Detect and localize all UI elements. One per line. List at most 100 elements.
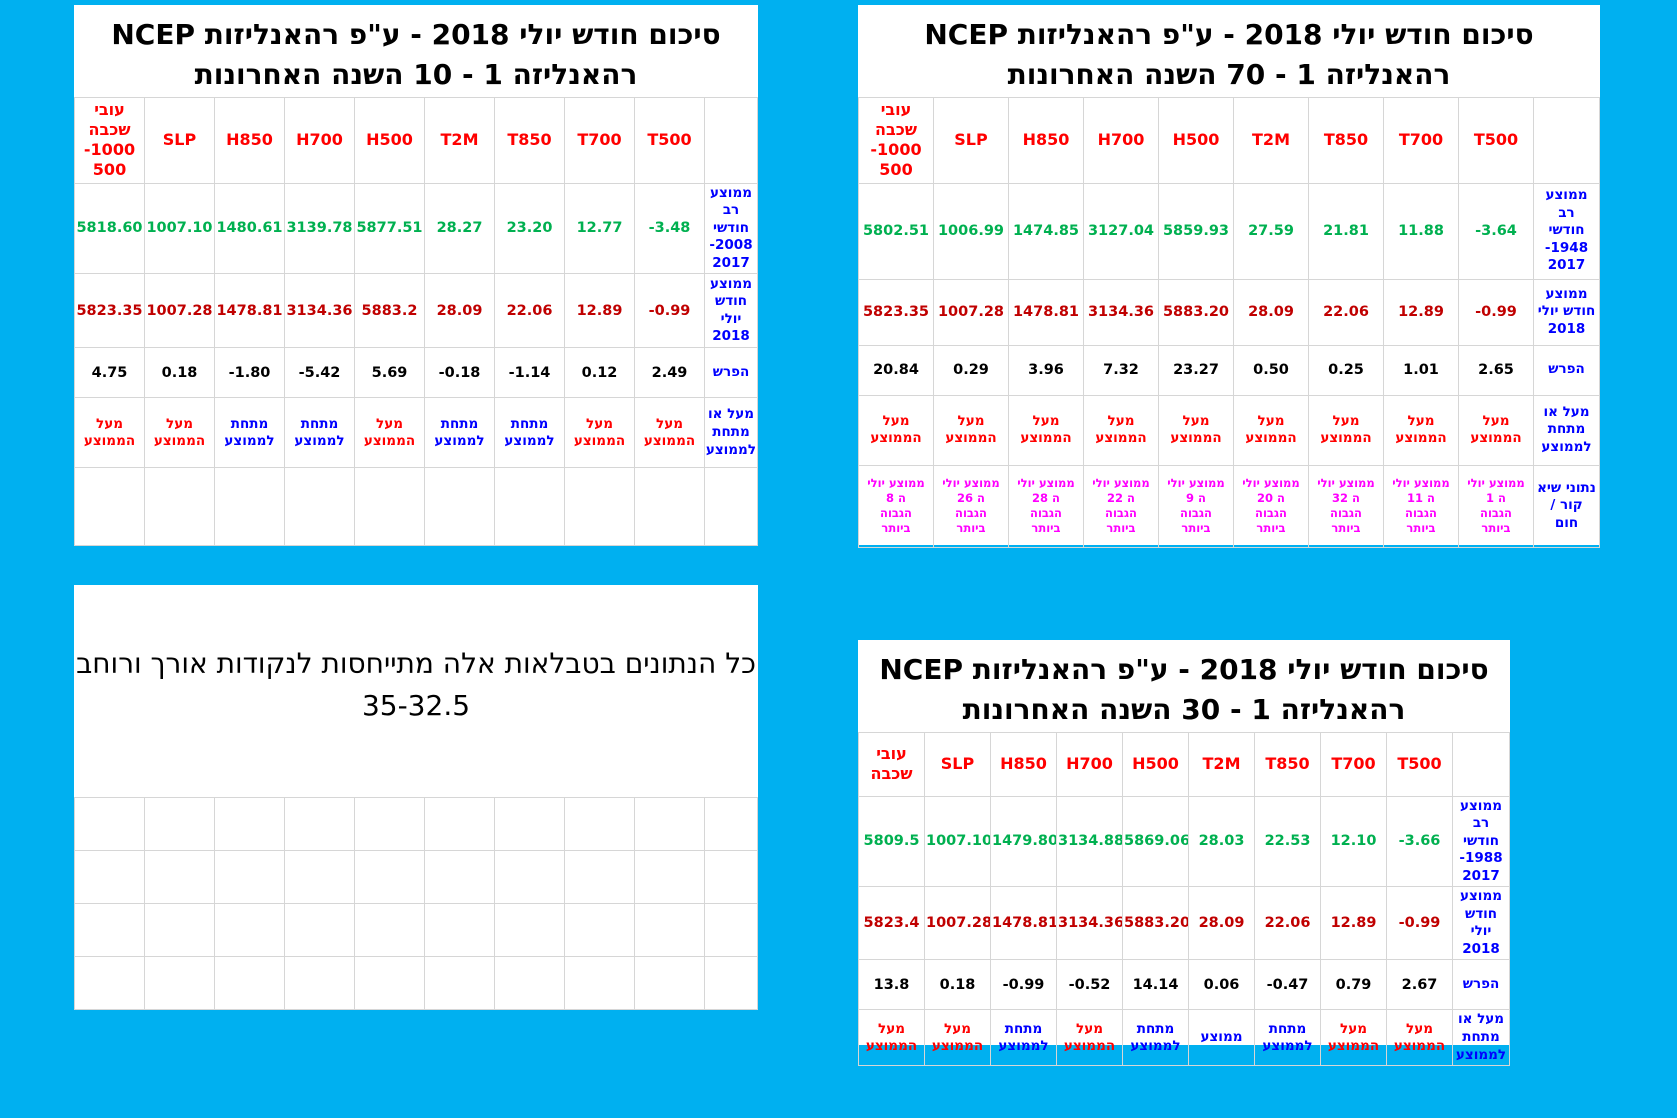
data-cell: 28.09 [424, 273, 495, 349]
column-header-cell: T2M [1233, 96, 1309, 184]
data-cell [74, 467, 145, 547]
data-cell: ממוצע יולי ה 28 הגבוה ביותר [1008, 464, 1084, 548]
data-cell: 3134.88 [1056, 795, 1123, 888]
panel-title-line-2: רהאנליזה 1 - 30 השנה האחרונות [962, 692, 1406, 726]
column-header-cell: T500 [634, 96, 705, 184]
data-cell [354, 797, 425, 851]
data-cell: 5818.60 [74, 182, 145, 275]
data-cell: 28.09 [1233, 278, 1309, 346]
table-row: 20.84 0.29 3.96 7.32 23.27 0.50 0.25 1.01 2.65 הפ… [858, 344, 1600, 396]
panel-ncep-last-10-years: סיכום חודש יולי 2018 - ע"פ רהאנליזות NCE… [74, 5, 758, 547]
data-cell [214, 903, 285, 957]
data-cell [144, 467, 215, 547]
data-cell: ממוצע יולי ה 20 הגבוה ביותר [1233, 464, 1309, 548]
data-cell: 1478.81 [214, 273, 285, 349]
data-cell: 1007.28 [144, 273, 215, 349]
data-cell: 4.75 [74, 347, 145, 399]
data-cell: 0.50 [1233, 344, 1309, 396]
table-row: 4.75 0.18 -1.80 -5.42 5.69 -0.18 -1.14 0.12 2.49… [74, 347, 758, 399]
data-cell [634, 797, 705, 851]
data-cell: מעל הממוצע [933, 394, 1009, 466]
row-label-cell [704, 850, 758, 904]
data-cell [494, 797, 565, 851]
data-cell: -5.42 [284, 347, 355, 399]
data-cell: 1006.99 [933, 182, 1009, 280]
column-header-cell: T850 [494, 96, 565, 184]
data-cell: 1479.80 [990, 795, 1057, 888]
data-cell: מעל הממוצע [1458, 394, 1534, 466]
column-header-cell: עובי שכבה ‪-1000‬ 500 [74, 96, 145, 184]
row-label-cell: ממוצע חודש יולי 2018 [1533, 278, 1600, 346]
table-row: 5823.35 1007.28 1478.81 3134.36 5883.2 28.09 2… [74, 273, 758, 349]
data-cell: 1007.10 [144, 182, 215, 275]
column-header-cell [1533, 96, 1600, 184]
data-cell: 5883.2 [354, 273, 425, 349]
table-row [74, 797, 758, 851]
data-cell: 1478.81 [990, 886, 1057, 961]
data-cell [284, 956, 355, 1010]
data-cell: מעל הממוצע [858, 1009, 925, 1067]
data-cell: -0.99 [1386, 886, 1453, 961]
data-cell: מעל הממוצע [1383, 394, 1459, 466]
data-cell [284, 850, 355, 904]
data-cell [564, 903, 635, 957]
data-cell [354, 956, 425, 1010]
data-cell: 7.32 [1083, 344, 1159, 396]
table-header-row: עובי שכבה SLP H850 H700 H500 T2M T850 T700 T500 [858, 731, 1510, 797]
data-cell: 5809.5 [858, 795, 925, 888]
row-label-cell: נתוני שיא קור / חום [1533, 464, 1600, 548]
column-header-cell: T500 [1386, 731, 1453, 797]
summary-table-last-70-years: עובי שכבה ‪-1000‬ 500 SLP H850 H700 H500 T2M T… [858, 96, 1600, 548]
data-cell: ממוצע יולי ה 22 הגבוה ביותר [1083, 464, 1159, 548]
panel-title-line-2: רהאנליזה 1 - 70 השנה האחרונות [1007, 57, 1451, 91]
panel-title-line-1: סיכום חודש יולי 2018 - ע"פ רהאנליזות NCE… [879, 653, 1489, 686]
data-cell: ממוצע יולי ה 8 הגבוה ביותר [858, 464, 934, 548]
data-cell: 1474.85 [1008, 182, 1084, 280]
table-row: מעל הממוצע מעל הממוצע מתחת לממוצע מתחת לממו… [74, 397, 758, 469]
data-cell: 12.10 [1320, 795, 1387, 888]
data-cell [424, 903, 495, 957]
data-cell: 20.84 [858, 344, 934, 396]
panel-ncep-last-30-years: סיכום חודש יולי 2018 - ע"פ רהאנליזות NCE… [858, 640, 1510, 1067]
data-cell: -0.47 [1254, 959, 1321, 1011]
data-cell: 23.20 [494, 182, 565, 275]
column-header-cell: H850 [990, 731, 1057, 797]
data-cell [284, 797, 355, 851]
data-cell: מתחת לממוצע [990, 1009, 1057, 1067]
note-text-line-2: 35-32.5 [361, 689, 471, 722]
data-cell: מעל הממוצע [1308, 394, 1384, 466]
data-cell: 2.65 [1458, 344, 1534, 396]
column-header-cell: T500 [1458, 96, 1534, 184]
data-cell: 1480.61 [214, 182, 285, 275]
note-text-line-1: כל הנתונים בטבלאות אלה מתייחסות לנקודות … [76, 647, 756, 680]
column-header-cell: H700 [1083, 96, 1159, 184]
data-cell [74, 797, 145, 851]
table-row: 5809.5 1007.10 1479.80 3134.88 5869.06 28.03 2… [858, 795, 1510, 888]
column-header-cell: H500 [354, 96, 425, 184]
data-cell: מעל הממוצע [1158, 394, 1234, 466]
summary-table-last-10-years: עובי שכבה ‪-1000‬ 500 SLP H850 H700 H500 T2M T… [74, 96, 758, 547]
data-cell [564, 467, 635, 547]
data-cell: 28.27 [424, 182, 495, 275]
column-header-cell: עובי שכבה [858, 731, 925, 797]
data-cell [284, 903, 355, 957]
data-cell [74, 850, 145, 904]
table-row: 5823.4 1007.28 1478.81 3134.36 5883.20 28.09 2… [858, 886, 1510, 961]
data-cell: -3.66 [1386, 795, 1453, 888]
data-cell [634, 956, 705, 1010]
data-cell [214, 467, 285, 547]
data-cell: 5859.93 [1158, 182, 1234, 280]
row-label-cell: ממוצע חודש יולי 2018 [1452, 886, 1510, 961]
data-cell: -0.99 [634, 273, 705, 349]
data-cell [144, 956, 215, 1010]
data-cell: 21.81 [1308, 182, 1384, 280]
column-header-cell [704, 96, 758, 184]
row-label-cell: הפרש [1533, 344, 1600, 396]
data-cell: 12.77 [564, 182, 635, 275]
data-cell: מעל הממוצע [1386, 1009, 1453, 1067]
data-cell: 22.06 [494, 273, 565, 349]
data-cell [144, 903, 215, 957]
row-label-cell: ממוצע רב חודשי ‪-1948‬ 2017 [1533, 182, 1600, 280]
row-label-cell [704, 797, 758, 851]
data-cell: 3139.78 [284, 182, 355, 275]
